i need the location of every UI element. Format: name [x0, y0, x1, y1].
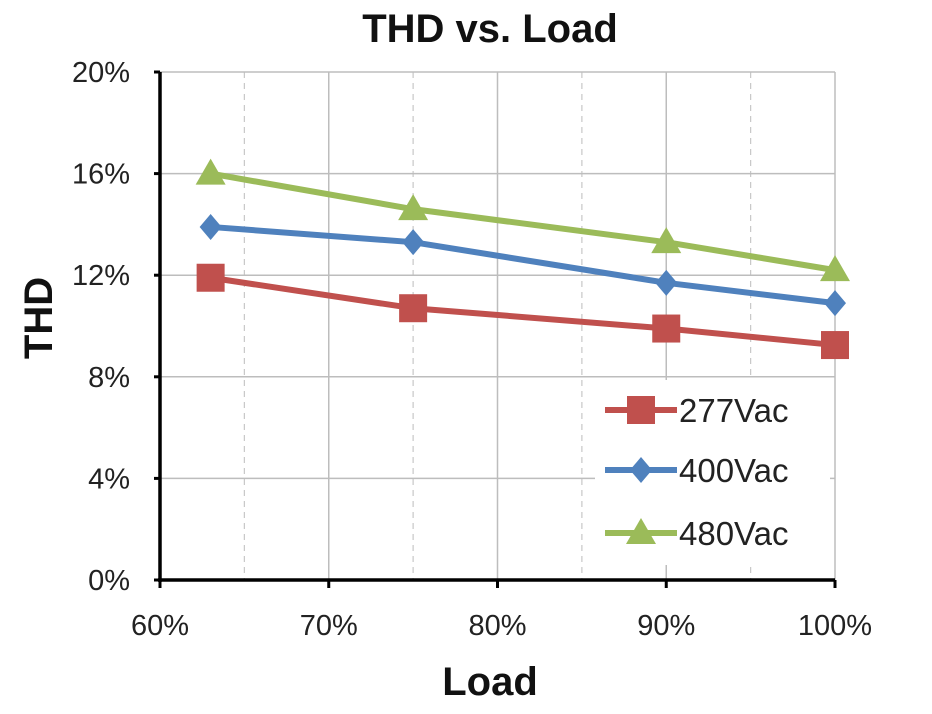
tick-labels: 60% 70% 80% 90% 100% 0% 4% 8% 12% 16% 20% — [72, 57, 872, 642]
diamond-marker — [199, 213, 222, 240]
x-tick-label: 90% — [637, 610, 695, 642]
y-tick-label: 4% — [88, 463, 130, 495]
y-tick-label: 12% — [72, 260, 130, 292]
diamond-marker — [655, 269, 678, 296]
triangle-marker — [195, 158, 226, 185]
series-line-480Vac — [210, 170, 836, 274]
axes — [154, 70, 837, 588]
x-axis-label: Load — [442, 660, 538, 704]
triangle-marker — [626, 518, 656, 544]
y-axis-label: THD — [17, 277, 61, 359]
y-tick-label: 20% — [72, 57, 130, 89]
square-marker — [196, 263, 225, 292]
square-marker — [399, 294, 428, 323]
diamond-marker — [824, 290, 846, 317]
triangle-marker — [398, 194, 429, 221]
legend-label: 480Vac — [679, 515, 788, 552]
diamond-marker — [630, 457, 652, 483]
square-marker — [627, 396, 655, 424]
series-lines — [195, 158, 850, 360]
chart-title: THD vs. Load — [362, 7, 618, 51]
y-tick-label: 8% — [88, 362, 130, 394]
square-marker — [821, 331, 849, 360]
triangle-marker — [820, 255, 850, 282]
x-tick-label: 80% — [468, 610, 526, 642]
square-marker — [652, 314, 681, 343]
series-line-277Vac — [210, 274, 836, 349]
y-tick-label: 16% — [72, 159, 130, 191]
diamond-marker — [402, 229, 425, 256]
series-line-400Vac — [210, 223, 836, 307]
y-tick-label: 0% — [88, 565, 130, 597]
legend: 277Vac 400Vac 480Vac — [595, 380, 830, 565]
x-tick-label: 60% — [131, 610, 189, 642]
triangle-marker — [651, 227, 682, 254]
x-tick-label: 100% — [798, 610, 872, 642]
x-tick-label: 70% — [300, 610, 358, 642]
legend-label: 400Vac — [679, 452, 788, 489]
legend-label: 277Vac — [679, 392, 788, 429]
